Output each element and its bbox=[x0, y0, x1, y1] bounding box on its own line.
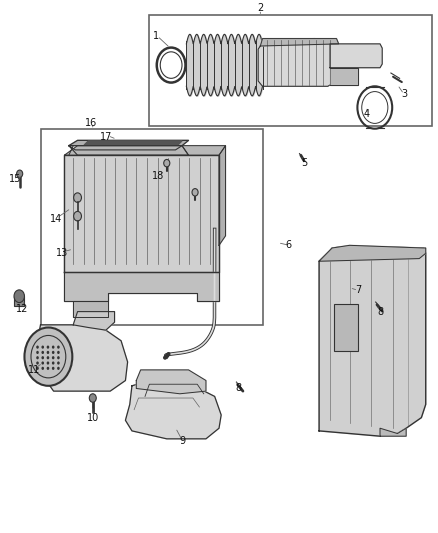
Polygon shape bbox=[64, 155, 219, 272]
Circle shape bbox=[36, 345, 39, 349]
Polygon shape bbox=[84, 141, 182, 145]
Circle shape bbox=[25, 327, 72, 386]
Text: 3: 3 bbox=[401, 89, 407, 99]
Text: 17: 17 bbox=[100, 132, 112, 142]
Text: 10: 10 bbox=[87, 413, 99, 423]
Text: 16: 16 bbox=[85, 118, 97, 128]
Polygon shape bbox=[258, 38, 339, 86]
Polygon shape bbox=[260, 38, 339, 46]
Circle shape bbox=[47, 345, 49, 349]
Circle shape bbox=[47, 356, 49, 359]
Polygon shape bbox=[73, 312, 115, 330]
Circle shape bbox=[36, 351, 39, 354]
Polygon shape bbox=[380, 428, 406, 436]
Polygon shape bbox=[319, 245, 426, 261]
Circle shape bbox=[52, 367, 54, 370]
Circle shape bbox=[57, 367, 60, 370]
Circle shape bbox=[74, 212, 81, 221]
Circle shape bbox=[47, 361, 49, 365]
Bar bbox=[41, 128, 262, 325]
Circle shape bbox=[17, 170, 23, 177]
Polygon shape bbox=[64, 146, 226, 155]
Circle shape bbox=[57, 361, 60, 365]
Circle shape bbox=[52, 361, 54, 365]
Circle shape bbox=[47, 351, 49, 354]
Circle shape bbox=[164, 159, 170, 167]
Polygon shape bbox=[39, 325, 127, 391]
Circle shape bbox=[36, 361, 39, 365]
Circle shape bbox=[42, 351, 44, 354]
Text: 2: 2 bbox=[257, 3, 264, 13]
Polygon shape bbox=[69, 140, 188, 146]
Text: 18: 18 bbox=[152, 172, 164, 181]
Polygon shape bbox=[69, 146, 188, 155]
Bar bbox=[149, 15, 432, 126]
Circle shape bbox=[57, 351, 60, 354]
Text: 7: 7 bbox=[355, 285, 361, 295]
Circle shape bbox=[42, 367, 44, 370]
Bar bbox=[14, 296, 24, 306]
Polygon shape bbox=[73, 301, 108, 317]
Text: 15: 15 bbox=[9, 174, 21, 184]
Text: 12: 12 bbox=[16, 304, 28, 314]
Bar bbox=[334, 304, 358, 351]
Text: 14: 14 bbox=[49, 214, 62, 224]
Text: 8: 8 bbox=[236, 383, 242, 393]
Circle shape bbox=[57, 356, 60, 359]
Text: 6: 6 bbox=[286, 240, 292, 251]
Polygon shape bbox=[125, 381, 221, 439]
Circle shape bbox=[74, 193, 81, 203]
Circle shape bbox=[89, 394, 96, 402]
Circle shape bbox=[52, 345, 54, 349]
Polygon shape bbox=[136, 370, 206, 394]
Circle shape bbox=[42, 356, 44, 359]
Circle shape bbox=[47, 367, 49, 370]
Polygon shape bbox=[64, 272, 219, 301]
Circle shape bbox=[36, 367, 39, 370]
Circle shape bbox=[52, 356, 54, 359]
Polygon shape bbox=[219, 146, 226, 245]
Polygon shape bbox=[319, 246, 426, 436]
Circle shape bbox=[57, 345, 60, 349]
Circle shape bbox=[192, 189, 198, 196]
Text: 4: 4 bbox=[364, 109, 370, 119]
Text: 11: 11 bbox=[28, 365, 40, 375]
Text: 13: 13 bbox=[56, 248, 68, 259]
Text: 5: 5 bbox=[301, 158, 307, 168]
Circle shape bbox=[36, 356, 39, 359]
Circle shape bbox=[14, 290, 25, 303]
Circle shape bbox=[42, 345, 44, 349]
Polygon shape bbox=[330, 68, 358, 85]
Circle shape bbox=[52, 351, 54, 354]
Text: 9: 9 bbox=[179, 437, 185, 447]
Text: 1: 1 bbox=[153, 31, 159, 41]
Circle shape bbox=[42, 361, 44, 365]
Text: 8: 8 bbox=[377, 306, 383, 317]
Polygon shape bbox=[330, 44, 382, 68]
